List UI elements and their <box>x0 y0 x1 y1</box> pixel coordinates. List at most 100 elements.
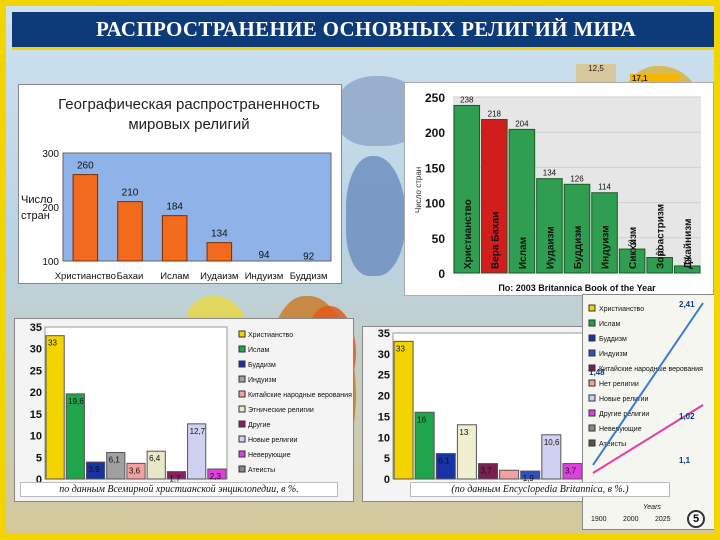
c4-bar <box>541 434 562 480</box>
c3-data-label: 12,7 <box>190 427 206 436</box>
chart2-y-tick: 250 <box>425 91 445 105</box>
c3-legend-swatch <box>238 420 246 428</box>
chart5-legend-label: Нет религии <box>599 381 639 388</box>
chart1-title-line: мировых религий <box>128 116 249 133</box>
map-region <box>346 156 406 276</box>
chart2-svg: 250 200 150 100 50 0 Число стран 238 Христианств… <box>414 91 701 293</box>
chart5-svg: Христианство Ислам Буддизм Индуизм Китайские… <box>588 300 704 523</box>
c3-bar <box>166 471 187 480</box>
chart1-x-label: Иудаизм <box>200 271 238 282</box>
chart1-data-label: 92 <box>303 251 315 262</box>
c4-bar <box>414 411 435 480</box>
c3-legend-label: Ислам <box>248 347 270 354</box>
chart1-x-label: Индуизм <box>245 271 284 282</box>
chart2-bar <box>563 183 591 274</box>
chart5-legend-label: Китайские народные верования <box>599 365 703 373</box>
c4-y-tick: 10 <box>378 432 390 444</box>
chart1-x-label: Бахаи <box>117 271 144 282</box>
chart2-bar <box>618 248 646 274</box>
chart2-y-tick: 50 <box>432 232 446 246</box>
c3-legend-swatch <box>238 375 246 383</box>
chart2-x-label: Буддизм <box>573 226 584 269</box>
chart1-data-label: 94 <box>258 250 270 261</box>
chart5-legend-swatch <box>588 334 596 342</box>
chart1-bar <box>206 242 233 262</box>
chart2-data-label: 10 <box>683 256 692 265</box>
c4-data-label: 16 <box>417 415 426 424</box>
chart5-legend-swatch <box>588 424 596 432</box>
c3-y-tick: 5 <box>36 452 42 464</box>
chart2-x-label: Христианство <box>463 199 474 269</box>
chart2-x-label: Иудаизм <box>545 226 556 269</box>
chart5-legend-label: Атеисты <box>599 441 626 448</box>
c3-legend-label: Неверующие <box>248 452 291 459</box>
c3-legend-swatch <box>238 345 246 353</box>
c3-data-label: 33 <box>48 339 57 348</box>
c3-legend-label: Другие <box>248 422 271 429</box>
chart2-x-label: Ислам <box>518 237 529 269</box>
chart2-bar <box>646 257 673 274</box>
c3-bar <box>45 335 65 480</box>
chart5-legend-label: Ислам <box>599 321 621 328</box>
chart5-legend-label: Христианство <box>599 306 644 313</box>
chart5-legend-swatch <box>588 364 596 372</box>
c4-data-label: 10,6 <box>544 438 560 447</box>
chart3-svg: 35 30 25 20 15 10 5 0 33 19,6 3,9 6,1 3,6 6,4 1,7 12,7 2… <box>30 322 352 486</box>
c3-bar <box>146 450 166 480</box>
c3-legend-label: Атеисты <box>248 467 275 474</box>
c4-y-tick: 15 <box>378 411 390 423</box>
chart2-y-tick: 0 <box>438 267 445 281</box>
c3-legend-swatch <box>238 435 246 443</box>
chart2-ylabel: Число стран <box>414 167 423 213</box>
chart2-bar <box>481 119 508 274</box>
chart2-x-label: Сикхизм <box>628 227 639 269</box>
chart2-bar <box>673 265 701 274</box>
chart5-xlabel: Years <box>643 504 661 511</box>
c3-legend-label: Китайские народные верования <box>248 391 352 399</box>
c3-data-label: 6,1 <box>109 456 121 465</box>
chart5-legend-swatch <box>588 304 596 312</box>
c3-bar <box>207 468 227 480</box>
c3-bar <box>85 461 106 480</box>
chart5-legend-label: Буддизм <box>599 336 627 343</box>
chart5-legend-swatch <box>588 439 596 447</box>
c3-legend-label: Новые религии <box>248 437 298 444</box>
chart2-source: По: 2003 Britannica Book of the Year <box>498 283 656 293</box>
c4-y-tick: 0 <box>384 474 390 486</box>
chart-countries-britannica: 250 200 150 100 50 0 Число стран 238 Христианств… <box>404 82 714 296</box>
chart2-x-label: Вера Бахаи <box>490 212 501 269</box>
c4-data-label: 1,9 <box>523 474 535 483</box>
map-inset-label: 12,5 <box>576 64 616 84</box>
c4-bar <box>562 463 583 480</box>
c3-y-tick: 20 <box>30 387 42 399</box>
chart2-data-label: 34 <box>628 239 637 248</box>
chart5-trend-line <box>592 302 704 466</box>
chart1-bar <box>161 215 188 262</box>
c3-data-label: 2,3 <box>210 472 222 481</box>
chart2-data-label: 238 <box>460 95 474 104</box>
c3-bar <box>187 423 207 480</box>
c3-data-label: 19,6 <box>68 397 84 406</box>
c3-bar <box>126 462 146 480</box>
chart1-y-tick: 100 <box>42 257 59 268</box>
c3-y-tick: 15 <box>30 409 42 421</box>
c3-legend-swatch <box>238 465 246 473</box>
chart5-x-tick: 1900 <box>591 516 607 523</box>
chart2-y-tick: 150 <box>425 161 445 175</box>
c4-bar <box>393 340 414 480</box>
page-number-badge: 5 <box>687 510 705 528</box>
chart-britannica-percent: 35 30 25 20 15 10 5 0 33 16 6,1 13 3,7 1,9 10,6 3,7 <box>362 326 590 502</box>
chart1-data-label: 184 <box>166 202 183 213</box>
c3-data-label: 1,7 <box>169 475 181 484</box>
c3-legend-label: Этнические религии <box>248 407 314 414</box>
c3-bar <box>106 452 126 480</box>
c3-y-tick: 10 <box>30 431 42 443</box>
c3-legend-swatch <box>238 360 246 368</box>
chart1-data-label: 260 <box>77 161 94 172</box>
chart2-bar <box>591 192 618 274</box>
chart1-svg: Географическая распространенность мировых… <box>21 96 332 282</box>
chart5-value-label: 2,41 <box>679 300 695 309</box>
c3-legend-label: Буддизм <box>248 362 276 369</box>
c4-data-label: 6,1 <box>438 457 450 466</box>
c3-y-tick: 35 <box>30 322 42 334</box>
